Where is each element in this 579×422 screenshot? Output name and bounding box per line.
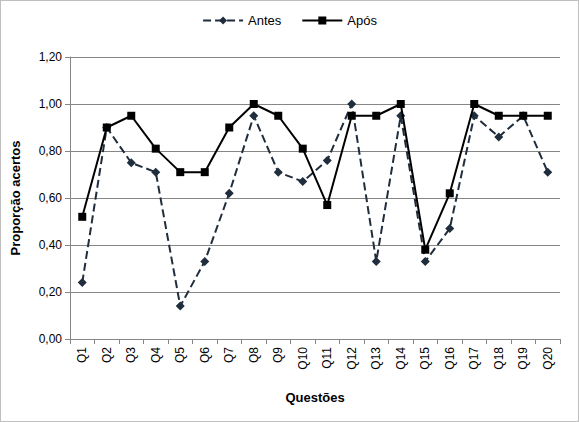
svg-text:Questões: Questões: [285, 390, 344, 405]
svg-text:Após: Após: [347, 13, 377, 28]
svg-text:0,40: 0,40: [39, 238, 63, 252]
svg-text:Antes: Antes: [248, 13, 282, 28]
svg-text:Q19: Q19: [516, 347, 530, 370]
svg-text:Q9: Q9: [271, 347, 285, 363]
svg-text:1,20: 1,20: [39, 50, 63, 64]
svg-text:Q4: Q4: [149, 347, 163, 363]
svg-text:Proporção acertos: Proporção acertos: [8, 141, 23, 256]
svg-text:Q5: Q5: [173, 347, 187, 363]
svg-text:Q12: Q12: [345, 347, 359, 370]
svg-text:Q10: Q10: [296, 347, 310, 370]
svg-text:0,60: 0,60: [39, 191, 63, 205]
svg-text:0,00: 0,00: [39, 332, 63, 346]
svg-text:Q18: Q18: [492, 347, 506, 370]
svg-text:0,80: 0,80: [39, 144, 63, 158]
svg-text:Q2: Q2: [100, 347, 114, 363]
svg-text:Q1: Q1: [75, 347, 89, 363]
svg-text:Q20: Q20: [541, 347, 555, 370]
svg-text:Q15: Q15: [418, 347, 432, 370]
svg-text:1,00: 1,00: [39, 97, 63, 111]
svg-text:Q7: Q7: [222, 347, 236, 363]
svg-text:Q11: Q11: [320, 347, 334, 369]
svg-text:Q17: Q17: [467, 347, 481, 370]
svg-text:Q8: Q8: [247, 347, 261, 363]
svg-text:0,20: 0,20: [39, 285, 63, 299]
svg-text:Q14: Q14: [394, 347, 408, 370]
svg-text:Q16: Q16: [443, 347, 457, 370]
svg-text:Q3: Q3: [124, 347, 138, 363]
svg-text:Q13: Q13: [369, 347, 383, 370]
svg-text:Q6: Q6: [198, 347, 212, 363]
